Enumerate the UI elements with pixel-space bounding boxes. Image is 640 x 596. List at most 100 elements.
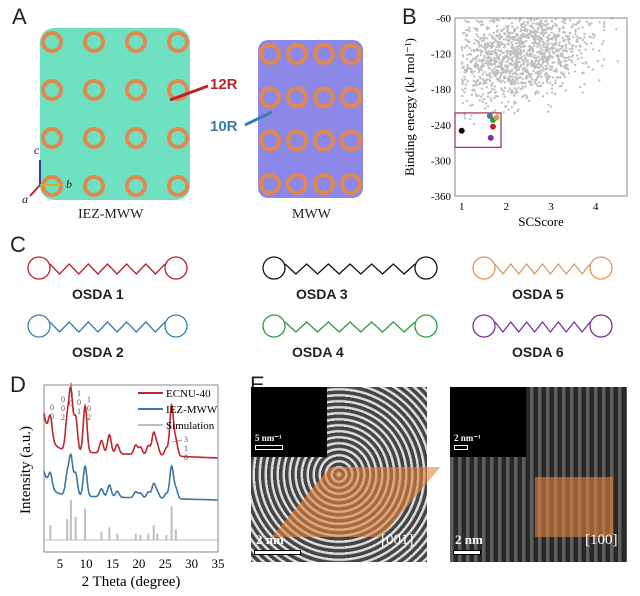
data-point: [523, 20, 526, 24]
data-point: [502, 75, 506, 78]
data-point: [561, 82, 564, 85]
data-point: [515, 67, 518, 70]
data-point: [535, 76, 539, 80]
data-point: [559, 64, 563, 68]
fft-inset-001: 5 nm⁻¹: [251, 387, 327, 457]
data-point: [532, 22, 535, 25]
data-point: [510, 75, 513, 78]
data-point: [601, 42, 604, 45]
data-point: [559, 75, 562, 79]
data-point: [615, 28, 618, 31]
data-point: [483, 98, 486, 101]
data-point: [519, 51, 523, 54]
data-point: [460, 46, 464, 49]
data-point: [602, 58, 606, 61]
data-point: [493, 62, 496, 66]
data-point: [506, 65, 509, 68]
data-point: [484, 61, 488, 65]
data-point: [485, 43, 488, 47]
data-point: [549, 105, 553, 108]
data-point: [483, 36, 486, 39]
data-point: [504, 105, 507, 108]
data-point: [490, 87, 494, 91]
data-point: [520, 33, 523, 37]
pore-ring: [83, 31, 105, 53]
data-point: [460, 48, 464, 51]
data-point: [561, 45, 564, 49]
osda-6-label: OSDA 6: [512, 344, 564, 360]
data-point: [490, 35, 494, 38]
data-point: [544, 20, 547, 23]
data-point: [548, 75, 552, 78]
data-point: [500, 60, 504, 63]
data-point: [506, 70, 510, 73]
data-point: [506, 59, 509, 62]
data-point: [495, 34, 499, 37]
data-point: [464, 78, 467, 81]
headgroup-ring: [27, 314, 51, 338]
data-point: [485, 27, 489, 31]
y-tick-label: -360: [431, 191, 452, 203]
data-point: [547, 42, 550, 45]
data-point: [502, 92, 505, 96]
data-point: [486, 105, 490, 108]
data-point: [480, 23, 483, 27]
data-point: [515, 78, 518, 81]
data-point: [576, 40, 579, 43]
data-point: [475, 19, 479, 22]
data-point: [472, 79, 475, 82]
data-point: [497, 40, 500, 44]
data-point: [536, 84, 540, 88]
data-point: [521, 73, 524, 76]
data-point: [485, 85, 488, 89]
data-point: [601, 64, 604, 67]
data-point: [530, 26, 534, 29]
data-point: [525, 39, 528, 43]
x-axis-label: SCScore: [518, 214, 564, 229]
data-point: [584, 48, 587, 51]
data-point: [478, 48, 482, 52]
data-point: [513, 66, 516, 70]
fft-scale-100: 2 nm⁻¹: [454, 433, 481, 443]
data-point: [469, 104, 472, 107]
data-point: [515, 45, 519, 48]
data-point: [472, 70, 476, 73]
data-point: [508, 57, 511, 61]
pore-ring: [286, 43, 308, 65]
data-point: [517, 42, 520, 45]
data-point: [578, 19, 581, 22]
headgroup-ring: [164, 256, 188, 280]
data-point: [533, 54, 536, 57]
panel-label-b: B: [402, 4, 417, 29]
data-point: [539, 47, 543, 50]
data-point: [487, 91, 490, 95]
data-point: [545, 75, 548, 79]
data-point: [576, 35, 579, 38]
data-point: [472, 48, 476, 52]
data-point: [587, 65, 590, 69]
data-point: [526, 63, 530, 66]
data-point: [494, 65, 497, 69]
data-point: [530, 78, 534, 81]
pore-ring: [313, 173, 335, 195]
data-point: [485, 26, 489, 29]
data-point: [527, 99, 531, 103]
scale-label-100: 2 nm: [455, 532, 483, 547]
data-point: [525, 30, 528, 33]
data-point: [548, 51, 551, 54]
data-point: [568, 42, 571, 45]
data-point: [465, 70, 468, 73]
data-point: [521, 42, 525, 45]
data-point: [550, 42, 554, 45]
data-point: [463, 46, 466, 49]
x-tick-label: 25: [159, 556, 172, 571]
panel-b-scatter: 1 2 3 4 -60 -120 -180 -240 -300 -360 SCScore Bindin…: [402, 13, 628, 229]
data-point: [535, 78, 538, 81]
data-point: [545, 56, 549, 59]
x-tick-label: 20: [132, 556, 145, 571]
data-point: [506, 79, 509, 82]
data-point: [476, 54, 480, 58]
data-point: [502, 69, 506, 73]
data-point: [571, 54, 575, 57]
